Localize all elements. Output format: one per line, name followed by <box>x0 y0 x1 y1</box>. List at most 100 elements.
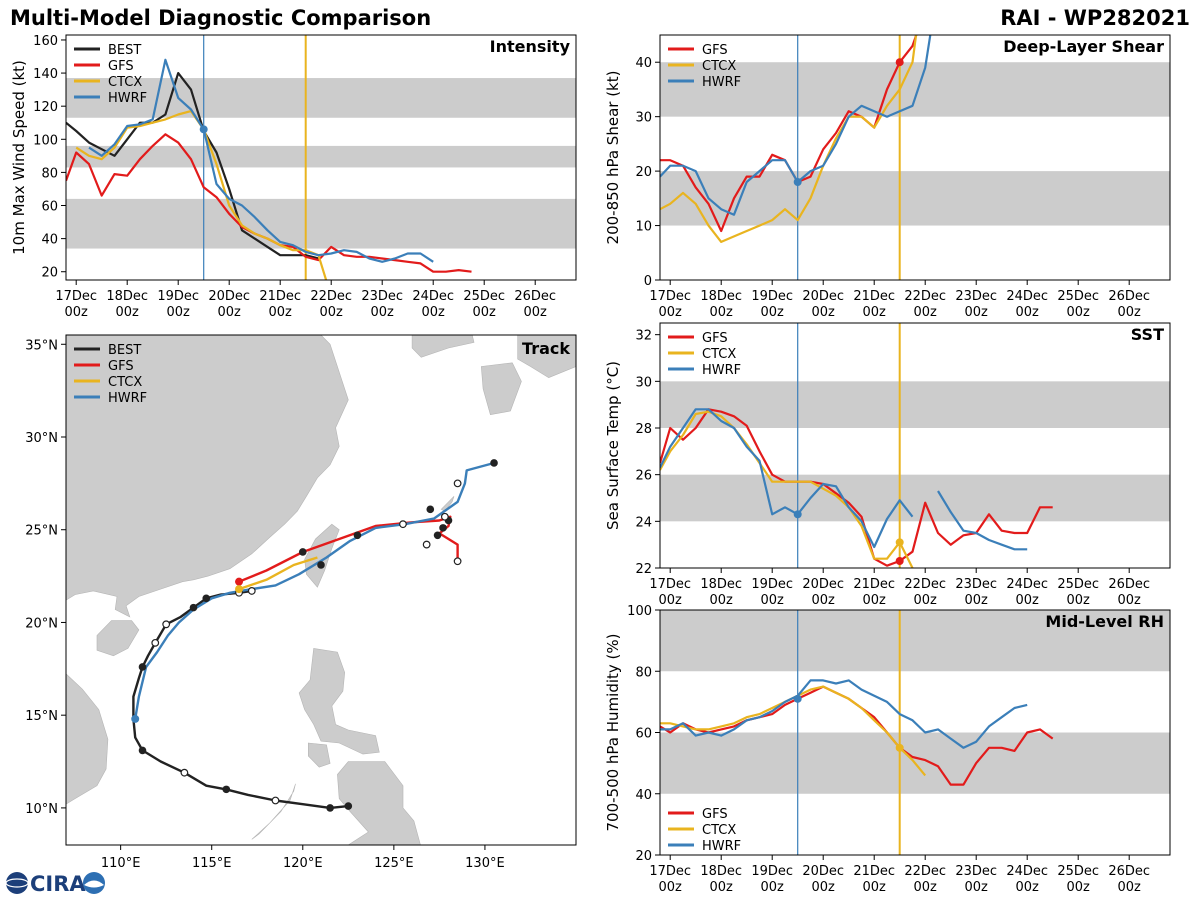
track-point-filled <box>189 603 198 612</box>
shear-xtick-date: 23Dec <box>955 289 997 304</box>
legend-label-hwrf: HWRF <box>702 75 741 90</box>
track-frame <box>65 334 577 846</box>
intensity-ylabel: 10m Max Wind Speed (kt) <box>10 60 28 255</box>
track-marker-gfs <box>235 577 244 586</box>
legend-label-gfs: GFS <box>108 359 134 374</box>
shear-xtick-date: 26Dec <box>1108 289 1150 304</box>
land-indochina <box>66 600 109 805</box>
track-point-open <box>422 540 431 549</box>
rh-xtick-date: 17Dec <box>649 864 691 879</box>
land-shikoku-honshu <box>517 335 576 379</box>
shear-marker-hwrf <box>793 178 802 186</box>
track-point-filled <box>426 505 435 514</box>
intensity-xtick-hour: 00z <box>65 305 89 320</box>
track-map-area <box>66 335 576 845</box>
intensity-ytick-label: 20 <box>41 266 58 281</box>
sst-series-hwrf <box>937 490 1028 551</box>
legend-label-best: BEST <box>108 343 141 358</box>
track-point-filled <box>353 531 362 540</box>
track-point-open <box>247 587 256 595</box>
shear-xtick-date: 18Dec <box>700 289 742 304</box>
sst-plot-area <box>660 323 1170 568</box>
shear-band <box>660 62 1170 117</box>
track-point-open <box>453 557 462 566</box>
legend-label-ctcx: CTCX <box>108 75 142 90</box>
land-luzon <box>298 648 380 755</box>
shear-band <box>660 171 1170 226</box>
track-point-filled <box>326 804 334 812</box>
intensity-title: Intensity <box>490 37 571 56</box>
rh-panel: 2040608010017Dec00z18Dec00z19Dec00z20Dec… <box>604 604 1171 895</box>
intensity-xtick-hour: 00z <box>524 305 548 320</box>
rh-ytick-label: 80 <box>635 665 652 680</box>
legend-label-gfs: GFS <box>702 43 728 58</box>
track-point-open <box>440 512 449 521</box>
intensity-plot-area <box>66 35 576 280</box>
shear-xtick-hour: 00z <box>914 305 938 320</box>
sst-xtick-hour: 00z <box>761 593 785 608</box>
intensity-xtick-date: 19Dec <box>157 289 199 304</box>
sst-xtick-hour: 00z <box>812 593 836 608</box>
intensity-band <box>66 145 576 168</box>
intensity-xtick-hour: 00z <box>371 305 395 320</box>
track-point-open <box>151 638 160 647</box>
shear-title: Deep-Layer Shear <box>1003 37 1164 56</box>
sst-frame <box>659 322 1171 569</box>
track-point-open <box>180 768 189 777</box>
sst-series-gfs <box>660 408 1053 567</box>
land-kyushu <box>480 362 522 416</box>
intensity-band <box>66 78 576 118</box>
sst-xtick-hour: 00z <box>914 593 938 608</box>
sst-marker-hwrf <box>793 510 802 519</box>
land-mindoro <box>308 742 331 768</box>
track-point-open <box>271 796 280 805</box>
track-series-ctcx <box>238 556 318 591</box>
sst-xtick-date: 26Dec <box>1108 577 1150 592</box>
track-lat-label: 20°N <box>25 616 58 631</box>
sst-panel: 22242628303217Dec00z18Dec00z19Dec00z20De… <box>604 322 1171 608</box>
sst-xtick-date: 18Dec <box>700 577 742 592</box>
shear-ylabel: 200-850 hPa Shear (kt) <box>604 71 622 245</box>
track-point-filled <box>490 459 498 467</box>
shear-series-ctcx <box>660 35 918 243</box>
sst-ylabel: Sea Surface Temp (°C) <box>604 361 622 530</box>
rh-plot-area <box>660 610 1170 855</box>
track-point-filled <box>222 785 231 794</box>
sst-xtick-hour: 00z <box>659 593 683 608</box>
intensity-series-ctcx <box>75 110 328 280</box>
rh-marker-ctcx <box>895 743 904 752</box>
intensity-xtick-hour: 00z <box>269 305 293 320</box>
shear-ytick-label: 20 <box>635 165 652 180</box>
rh-ytick-label: 40 <box>635 788 652 803</box>
track-lat-label: 35°N <box>25 338 58 353</box>
intensity-series-hwrf <box>88 58 434 263</box>
track-point-filled <box>433 531 442 540</box>
intensity-ytick-label: 140 <box>33 67 58 82</box>
cira-logo: CIRA <box>5 872 105 896</box>
legend-label-gfs: GFS <box>108 59 134 74</box>
track-series-hwrf <box>134 461 495 720</box>
intensity-xtick-date: 20Dec <box>208 289 250 304</box>
shear-xtick-hour: 00z <box>710 305 734 320</box>
rh-ytick-label: 20 <box>635 849 652 864</box>
shear-xtick-hour: 00z <box>659 305 683 320</box>
rh-xtick-hour: 00z <box>710 880 734 895</box>
track-point-open <box>453 479 462 488</box>
shear-ytick-label: 0 <box>644 274 652 289</box>
track-panel: 110°E 115°E 120°E 125°E 130°E 10°N 15°N 20°N 25°… <box>25 334 577 871</box>
intensity-xtick-hour: 00z <box>473 305 497 320</box>
legend-label-hwrf: HWRF <box>702 839 741 854</box>
figure-title: Multi-Model Diagnostic Comparison <box>10 6 431 30</box>
shear-plot-area <box>660 35 1170 280</box>
track-lat-label: 15°N <box>25 709 58 724</box>
intensity-ytick-label: 40 <box>41 233 58 248</box>
rh-xtick-date: 25Dec <box>1057 864 1099 879</box>
sst-ytick-label: 30 <box>635 375 652 390</box>
intensity-xtick-date: 24Dec <box>412 289 454 304</box>
shear-frame <box>659 34 1171 281</box>
land-korea-south <box>411 335 475 358</box>
legend-label-gfs: GFS <box>702 331 728 346</box>
land-china-mainland <box>66 335 349 618</box>
track-lon-label: 110°E <box>101 856 141 871</box>
rh-xtick-hour: 00z <box>965 880 989 895</box>
